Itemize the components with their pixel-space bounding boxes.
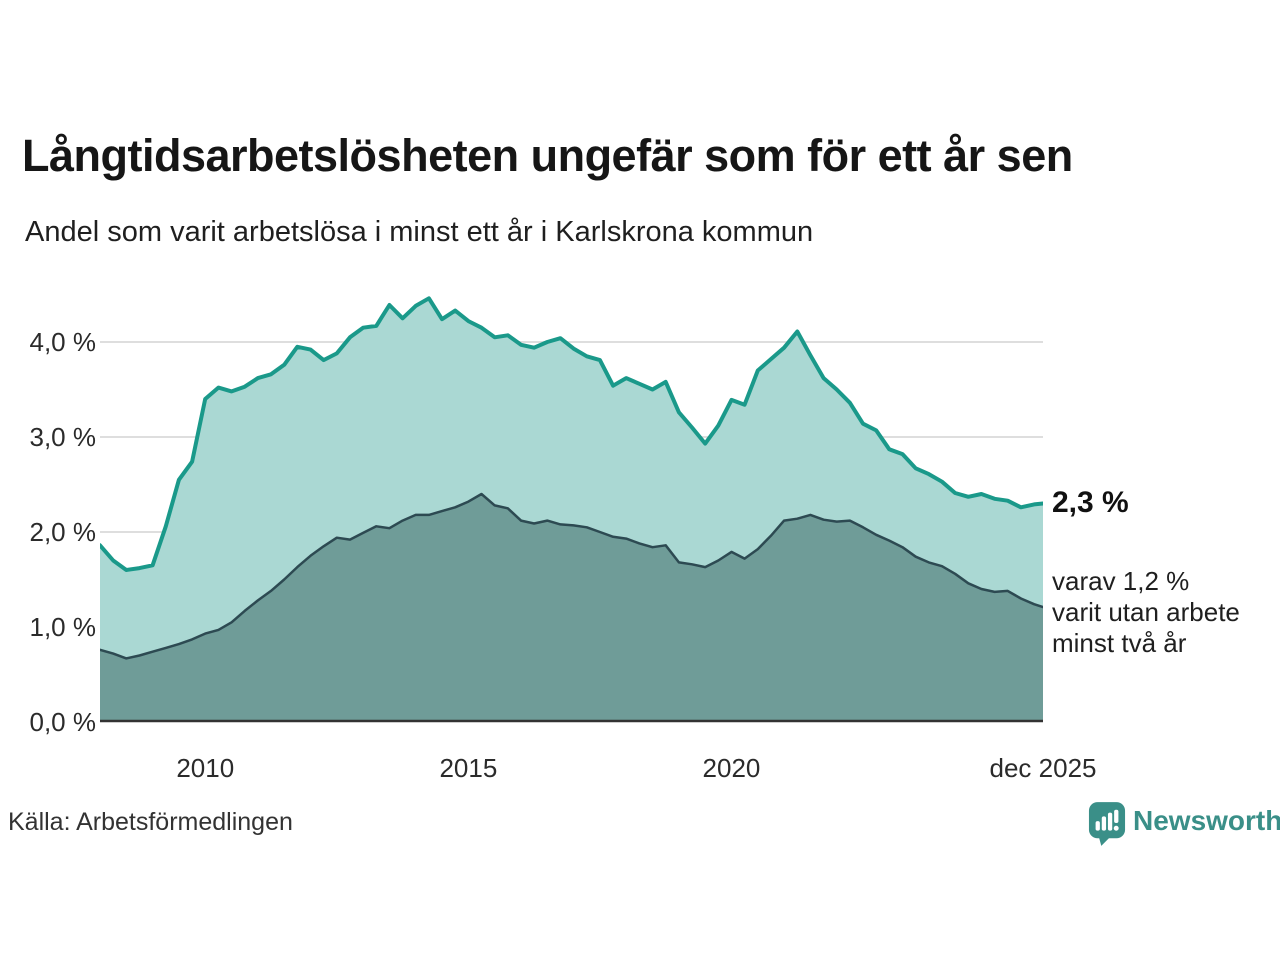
- x-axis-tick-label: 2020: [702, 753, 761, 783]
- line-total-one-year: [100, 296, 1043, 572]
- unemployment-area-chart: [100, 296, 1043, 723]
- x-axis-tick-label: dec 2025: [989, 753, 1097, 783]
- area-two-years: [100, 494, 1043, 722]
- detail-line-3: minst två år: [1052, 628, 1187, 658]
- x-axis-tick-label: 2010: [176, 753, 235, 783]
- chart-subtitle: Andel som varit arbetslösa i minst ett å…: [25, 216, 814, 248]
- newsworthy-wordmark: Newsworthy: [1133, 805, 1280, 836]
- line-two-years: [100, 492, 1043, 660]
- y-axis-tick-label: 1,0 %: [29, 612, 97, 642]
- detail-line-2: varit utan arbete: [1052, 597, 1240, 627]
- end-value-label: 2,3 %: [1052, 486, 1129, 519]
- page-title: Långtidsarbetslösheten ungefär som för e…: [22, 130, 1073, 181]
- newsworthy-brand: Newsworthy: [1088, 801, 1280, 852]
- source-credit: Källa: Arbetsförmedlingen: [8, 808, 293, 836]
- y-axis-tick-label: 3,0 %: [29, 422, 97, 452]
- detail-line-1: varav 1,2 %: [1052, 566, 1190, 596]
- y-axis-tick-label: 2,0 %: [29, 517, 97, 547]
- y-axis-tick-label: 0,0 %: [29, 707, 97, 737]
- newsworthy-logo-icon: [1088, 801, 1126, 852]
- x-axis-tick-label: 2015: [439, 753, 498, 783]
- y-axis-tick-label: 4,0 %: [29, 327, 97, 357]
- series-detail-label: varav 1,2 % varit utan arbete minst två …: [1052, 566, 1240, 659]
